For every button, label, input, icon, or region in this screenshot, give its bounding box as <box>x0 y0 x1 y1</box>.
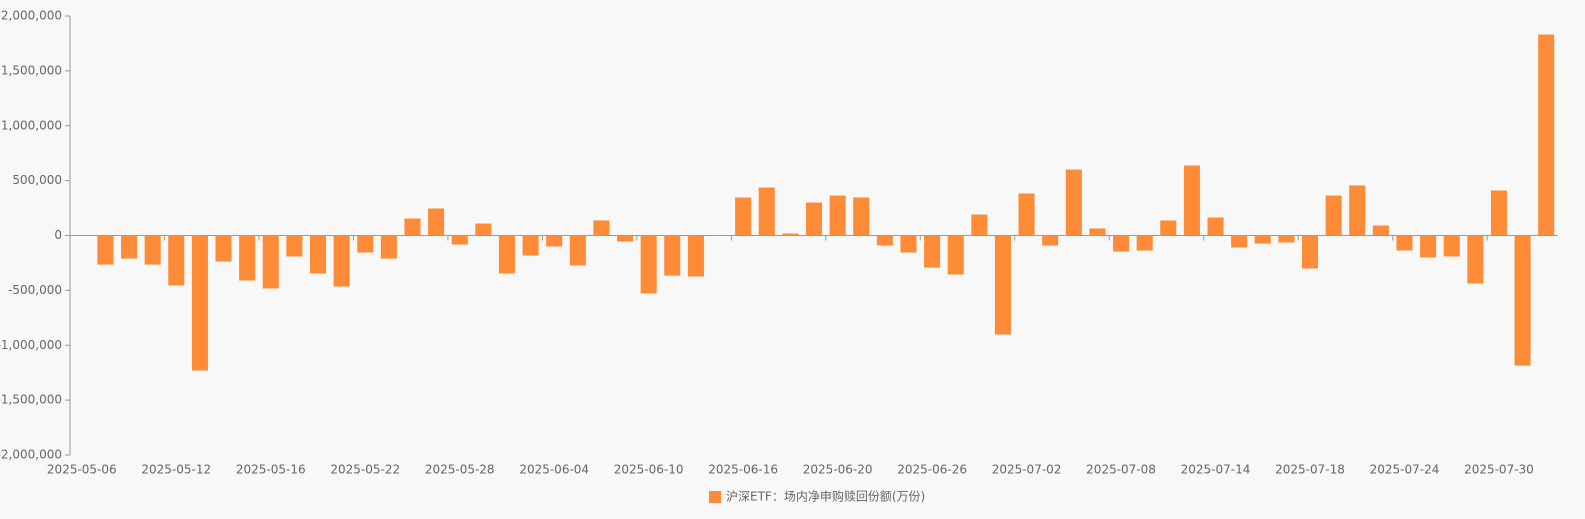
y-tick-label: 500,000 <box>12 173 62 187</box>
x-tick-label: 2025-07-08 <box>1086 463 1156 477</box>
bar <box>1467 235 1484 284</box>
bar <box>805 202 823 236</box>
bar <box>1183 165 1200 236</box>
bar <box>97 235 114 265</box>
y-tick-label: -1,500,000 <box>0 393 62 407</box>
legend-label: 沪深ETF：场内净申购赎回份额(万份) <box>726 489 925 504</box>
x-tick-label: 2025-07-14 <box>1181 463 1251 477</box>
y-tick-label: -500,000 <box>8 283 62 297</box>
bar <box>782 233 799 236</box>
bar <box>664 235 681 276</box>
bar <box>853 197 870 236</box>
bar <box>829 195 846 236</box>
x-tick-label: 2025-07-24 <box>1370 463 1440 477</box>
bar <box>1207 217 1224 236</box>
x-tick-label: 2025-06-20 <box>803 463 873 477</box>
bar <box>498 235 515 274</box>
bar <box>1443 235 1460 257</box>
bar <box>286 235 303 257</box>
y-tick-label: -1,000,000 <box>0 338 62 352</box>
bar <box>994 235 1011 335</box>
bar <box>1278 235 1295 243</box>
bar <box>1538 34 1555 236</box>
bar <box>569 235 586 266</box>
bar <box>380 235 397 259</box>
x-tick-label: 2025-05-28 <box>425 463 495 477</box>
bar <box>144 235 161 265</box>
bar <box>1325 195 1342 236</box>
bar <box>191 235 208 371</box>
bar <box>876 235 893 246</box>
x-tick-label: 2025-07-30 <box>1464 463 1534 477</box>
bar <box>546 235 563 247</box>
bar <box>357 235 374 253</box>
legend-swatch <box>709 491 721 503</box>
x-tick-label: 2025-05-12 <box>141 463 211 477</box>
bar <box>522 235 539 256</box>
bar <box>451 235 468 245</box>
bar <box>404 218 421 236</box>
y-tick-label: 1,500,000 <box>1 63 62 77</box>
bar <box>1396 235 1413 251</box>
bar <box>1018 193 1035 236</box>
bar <box>900 235 917 253</box>
bar <box>1490 190 1507 236</box>
y-tick-label: 1,000,000 <box>1 118 62 132</box>
bar <box>711 234 728 236</box>
y-tick-label: 2,000,000 <box>1 9 62 23</box>
bar <box>168 235 185 286</box>
y-tick-label: -2,000,000 <box>0 448 62 462</box>
bar <box>1065 169 1082 236</box>
x-tick-label: 2025-07-18 <box>1275 463 1345 477</box>
bar <box>1349 185 1366 236</box>
x-tick-label: 2025-06-04 <box>519 463 589 477</box>
bar <box>640 235 657 294</box>
x-tick-label: 2025-06-26 <box>897 463 967 477</box>
bar <box>1231 235 1248 248</box>
bar <box>215 235 232 262</box>
bar <box>475 223 492 236</box>
x-tick-label: 2025-07-02 <box>992 463 1062 477</box>
x-tick-label: 2025-05-16 <box>236 463 306 477</box>
x-tick-label: 2025-05-06 <box>47 463 117 477</box>
bar <box>1301 235 1319 269</box>
y-tick-label: 0 <box>54 228 62 242</box>
bar <box>735 197 752 236</box>
bar <box>1089 228 1106 236</box>
bar <box>1160 220 1177 236</box>
bar <box>1042 235 1059 246</box>
bar <box>1420 235 1437 258</box>
bar <box>971 214 988 236</box>
bar <box>1254 235 1271 244</box>
bar <box>687 235 704 277</box>
x-tick-label: 2025-06-16 <box>708 463 778 477</box>
bar <box>1136 235 1153 251</box>
bar <box>1113 235 1130 252</box>
bar <box>617 235 634 242</box>
bar <box>262 235 279 289</box>
bar <box>333 235 350 287</box>
bar <box>1372 225 1389 236</box>
bar <box>121 235 138 259</box>
bar <box>428 208 445 236</box>
bar <box>947 235 964 275</box>
x-tick-label: 2025-05-22 <box>330 463 400 477</box>
bar <box>309 235 327 274</box>
bar <box>239 235 256 281</box>
bar <box>1514 235 1531 366</box>
bar <box>924 235 941 268</box>
bar <box>758 187 775 236</box>
x-tick-label: 2025-06-10 <box>614 463 684 477</box>
bar <box>593 220 610 236</box>
